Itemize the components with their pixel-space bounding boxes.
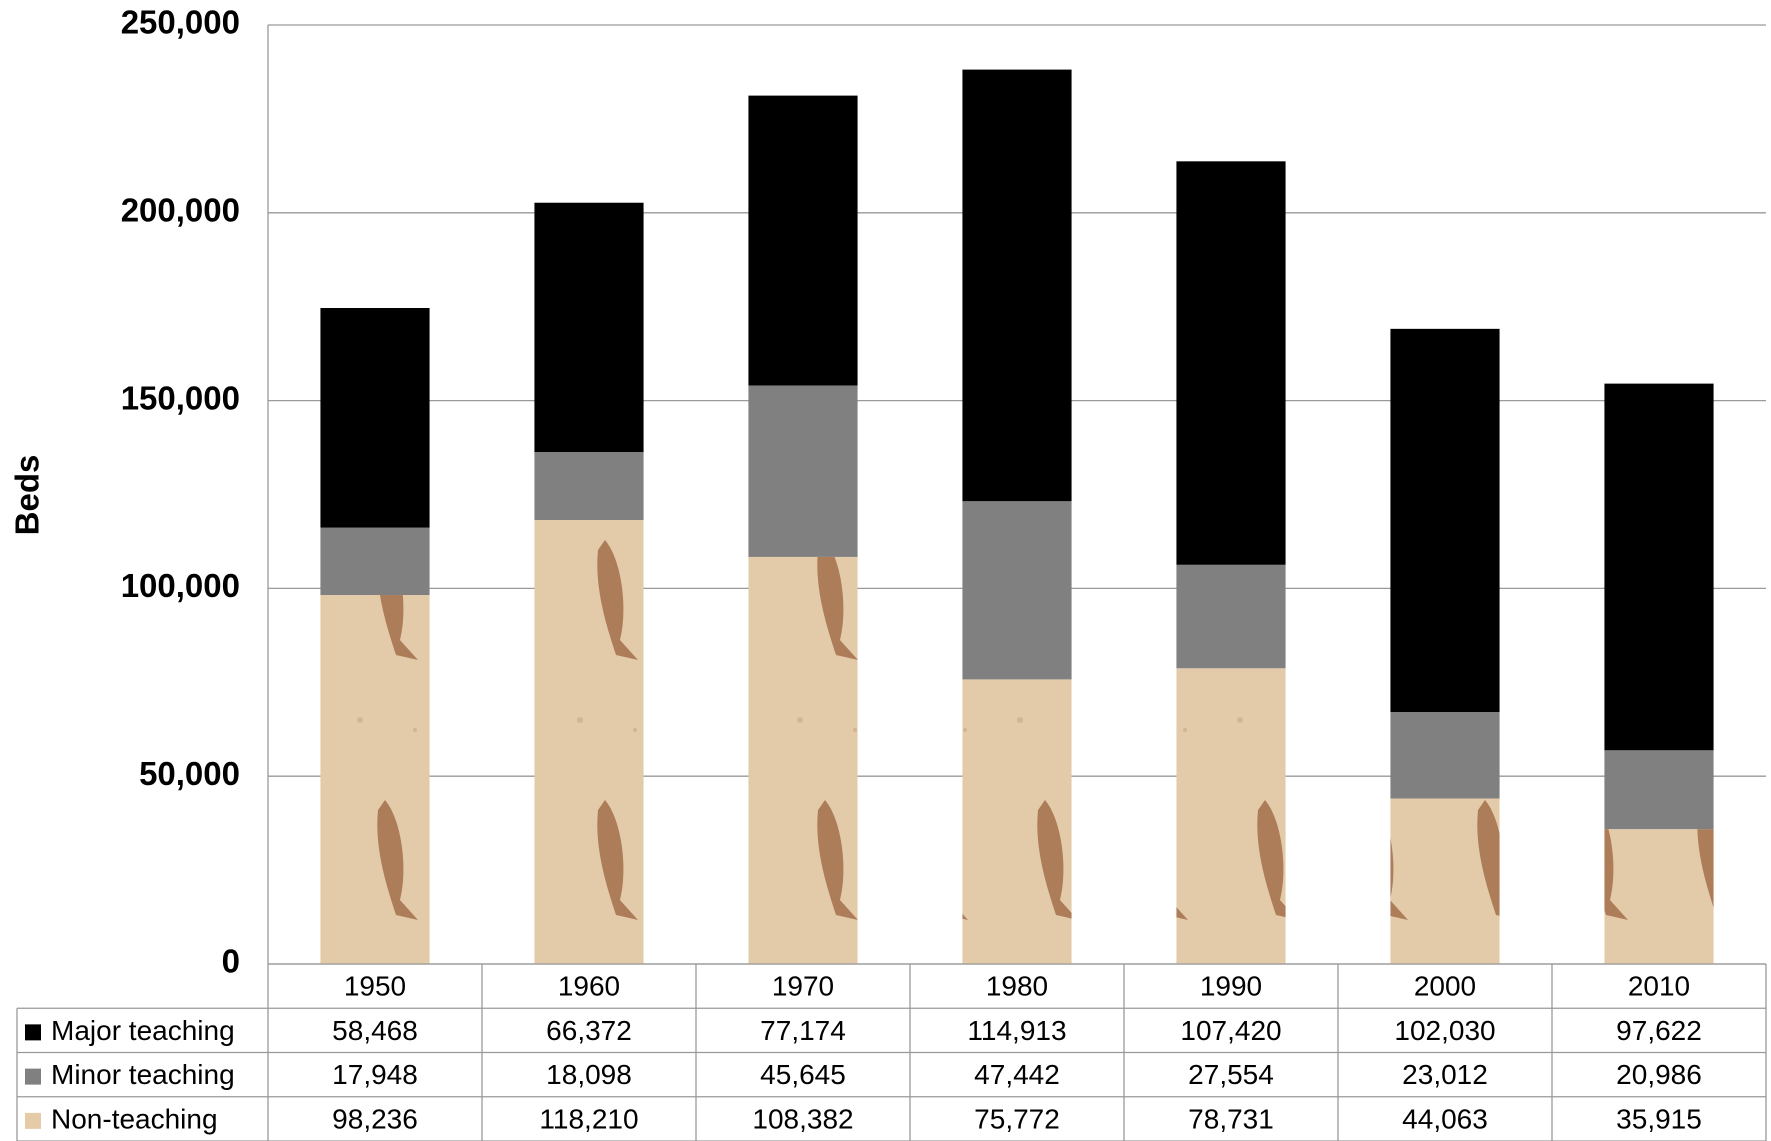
table-value: 98,236 bbox=[332, 1103, 418, 1134]
legend-swatch bbox=[25, 1112, 41, 1129]
y-tick-label: 250,000 bbox=[121, 4, 240, 41]
bar-segment bbox=[748, 556, 858, 964]
table-value: 118,210 bbox=[539, 1103, 638, 1134]
bar-segment bbox=[962, 501, 1072, 680]
x-tick-label: 1960 bbox=[558, 971, 620, 1002]
table-value: 18,098 bbox=[546, 1059, 632, 1090]
y-tick-label: 150,000 bbox=[121, 379, 240, 416]
bar-segment bbox=[1390, 328, 1500, 713]
table-value: 44,063 bbox=[1402, 1103, 1488, 1134]
bar-segment bbox=[962, 679, 1072, 964]
y-tick-label: 200,000 bbox=[121, 192, 240, 229]
table-value: 20,986 bbox=[1616, 1059, 1702, 1090]
x-tick-label: 1950 bbox=[344, 971, 406, 1002]
legend-label: Major teaching bbox=[51, 1015, 235, 1046]
table-value: 45,645 bbox=[760, 1059, 846, 1090]
bar-segment bbox=[1176, 564, 1286, 669]
bar-segment bbox=[1176, 668, 1286, 964]
table-value: 47,442 bbox=[974, 1059, 1060, 1090]
bar-segment bbox=[534, 520, 644, 964]
bar-segment bbox=[1176, 161, 1286, 565]
y-tick-label: 0 bbox=[222, 943, 240, 980]
x-tick-label: 2000 bbox=[1414, 971, 1476, 1002]
bar-segment bbox=[1390, 798, 1500, 964]
x-tick-label: 1990 bbox=[1200, 971, 1262, 1002]
bar-segment bbox=[1390, 712, 1500, 799]
legend-label: Non-teaching bbox=[51, 1103, 218, 1134]
legend-swatch bbox=[25, 1068, 41, 1085]
table-value: 35,915 bbox=[1616, 1103, 1702, 1134]
table-value: 77,174 bbox=[760, 1015, 846, 1046]
table-value: 97,622 bbox=[1616, 1015, 1702, 1046]
table-value: 114,913 bbox=[967, 1015, 1066, 1046]
y-tick-label: 50,000 bbox=[139, 755, 240, 792]
y-tick-label: 100,000 bbox=[121, 567, 240, 604]
table-value: 102,030 bbox=[1394, 1015, 1495, 1046]
bar-segment bbox=[748, 385, 858, 557]
table-value: 78,731 bbox=[1188, 1103, 1274, 1134]
bar-segment bbox=[748, 95, 858, 386]
x-tick-label: 1970 bbox=[772, 971, 834, 1002]
legend-label: Minor teaching bbox=[51, 1059, 235, 1090]
bar-segment bbox=[534, 202, 644, 453]
table-value: 23,012 bbox=[1402, 1059, 1488, 1090]
bar-segment bbox=[1604, 383, 1714, 751]
bar-segment bbox=[320, 595, 430, 964]
bar-segment bbox=[320, 527, 430, 596]
bar-segment bbox=[1604, 829, 1714, 964]
x-tick-label: 2010 bbox=[1628, 971, 1690, 1002]
table-value: 66,372 bbox=[546, 1015, 632, 1046]
table-value: 58,468 bbox=[332, 1015, 418, 1046]
table-value: 17,948 bbox=[332, 1059, 418, 1090]
y-axis-label: Beds bbox=[9, 455, 46, 536]
table-value: 75,772 bbox=[974, 1103, 1060, 1134]
table-value: 108,382 bbox=[752, 1103, 853, 1134]
legend-swatch bbox=[25, 1024, 41, 1041]
x-tick-label: 1980 bbox=[986, 971, 1048, 1002]
bar-segment bbox=[1604, 750, 1714, 830]
bar-segment bbox=[320, 308, 430, 528]
table-value: 107,420 bbox=[1180, 1015, 1281, 1046]
table-value: 27,554 bbox=[1188, 1059, 1274, 1090]
bar-segment bbox=[534, 452, 644, 521]
bar-segment bbox=[962, 69, 1072, 502]
